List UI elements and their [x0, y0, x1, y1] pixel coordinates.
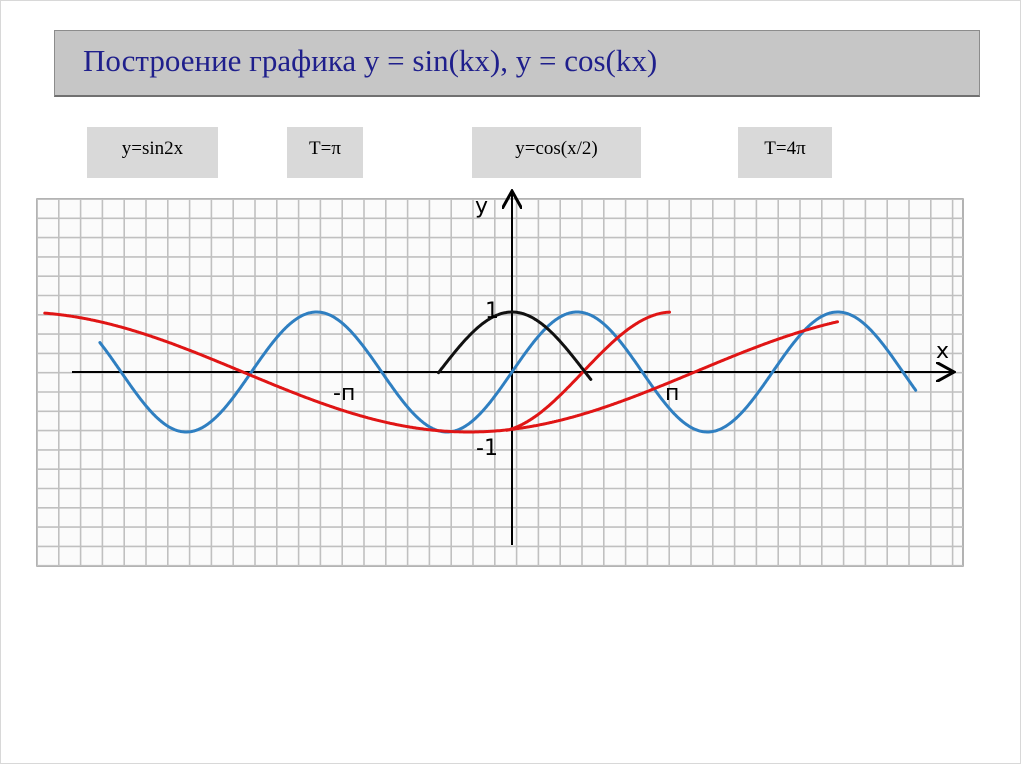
series-line-cos-half-x — [43, 311, 839, 434]
formula-chip-sin2x: y=sin2x — [87, 127, 218, 178]
axis-labels: y x 1 -1 -п п — [333, 194, 949, 461]
formula-chip-cos-half-x: y=cos(x/2) — [472, 127, 641, 178]
title-banner: Построение графика y = sin(kx), y = cos(… — [54, 30, 980, 97]
page-title: Построение графика y = sin(kx), y = cos(… — [83, 43, 658, 78]
y-axis-label: y — [475, 194, 488, 219]
series-line-sin2x — [98, 310, 918, 434]
tick-label-y-1: 1 — [485, 299, 499, 324]
tick-label-x-pi: п — [665, 381, 679, 406]
series-line-shifted — [505, 310, 671, 432]
curves — [43, 310, 918, 434]
period-chip-sin2x: T=π — [287, 127, 363, 178]
series-line-reference — [437, 310, 593, 381]
x-axis-label: x — [936, 339, 949, 364]
period-chip-cos-half-x: T=4π — [738, 127, 832, 178]
graph-paper — [36, 198, 964, 567]
grid — [37, 199, 963, 566]
tick-label-x-neg-pi: -п — [333, 381, 355, 406]
tick-label-y-neg1: -1 — [476, 436, 498, 461]
